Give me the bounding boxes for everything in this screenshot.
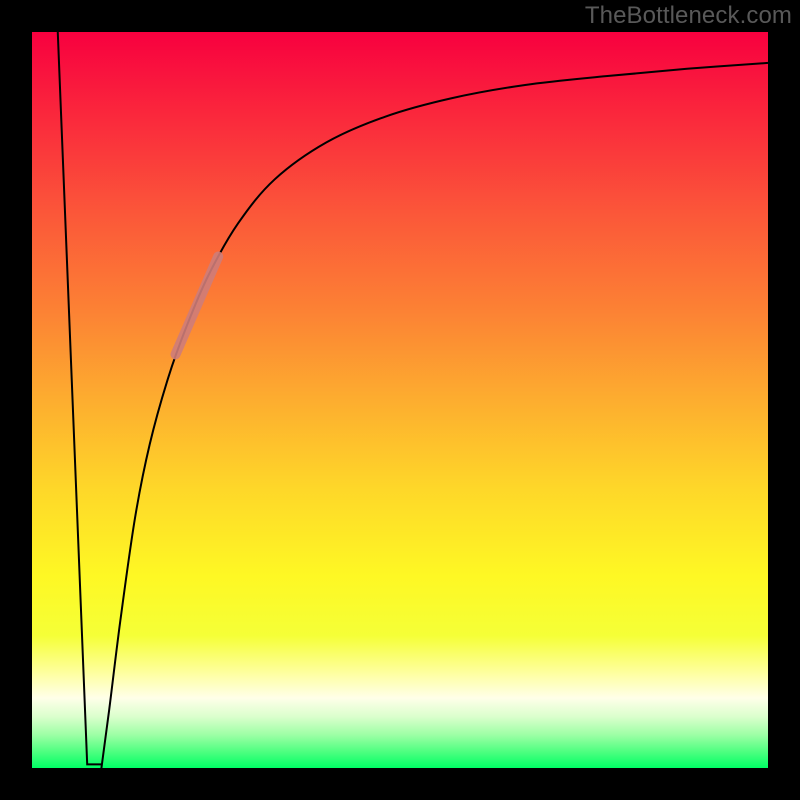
figure-container: TheBottleneck.com [0,0,800,800]
bottleneck-chart [0,0,800,800]
plot-background [32,32,768,768]
